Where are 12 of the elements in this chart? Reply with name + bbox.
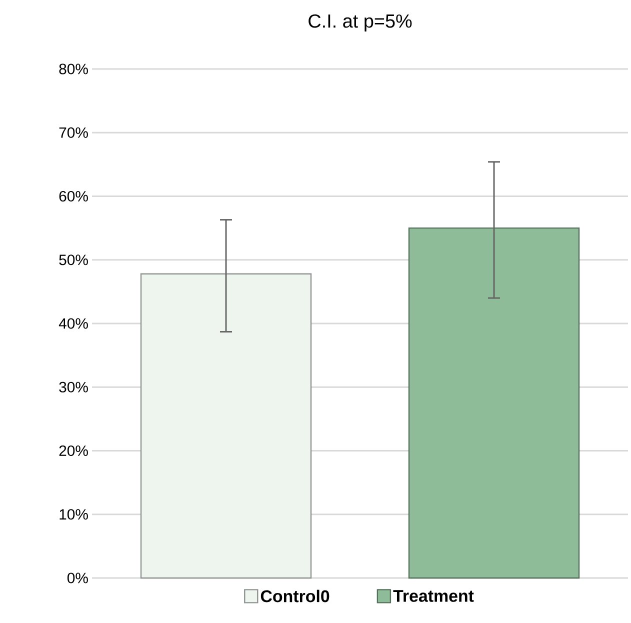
y-tick-label: 60% [59,190,88,202]
y-tick-label: 50% [59,254,88,266]
y-tick-label: 80% [59,64,88,74]
y-tick-label: 70% [59,127,88,138]
y-tick-label: 20% [59,445,88,456]
y-tick-label: 40% [58,318,88,329]
legend-label: Control0 [260,590,330,602]
y-tick-label: 0% [67,572,88,584]
chart-title: C.I. at p=5% [308,14,412,32]
y-tick-label: 30% [59,382,88,392]
y-tick-label: 10% [60,509,88,520]
legend-label: Treatment [393,590,474,602]
